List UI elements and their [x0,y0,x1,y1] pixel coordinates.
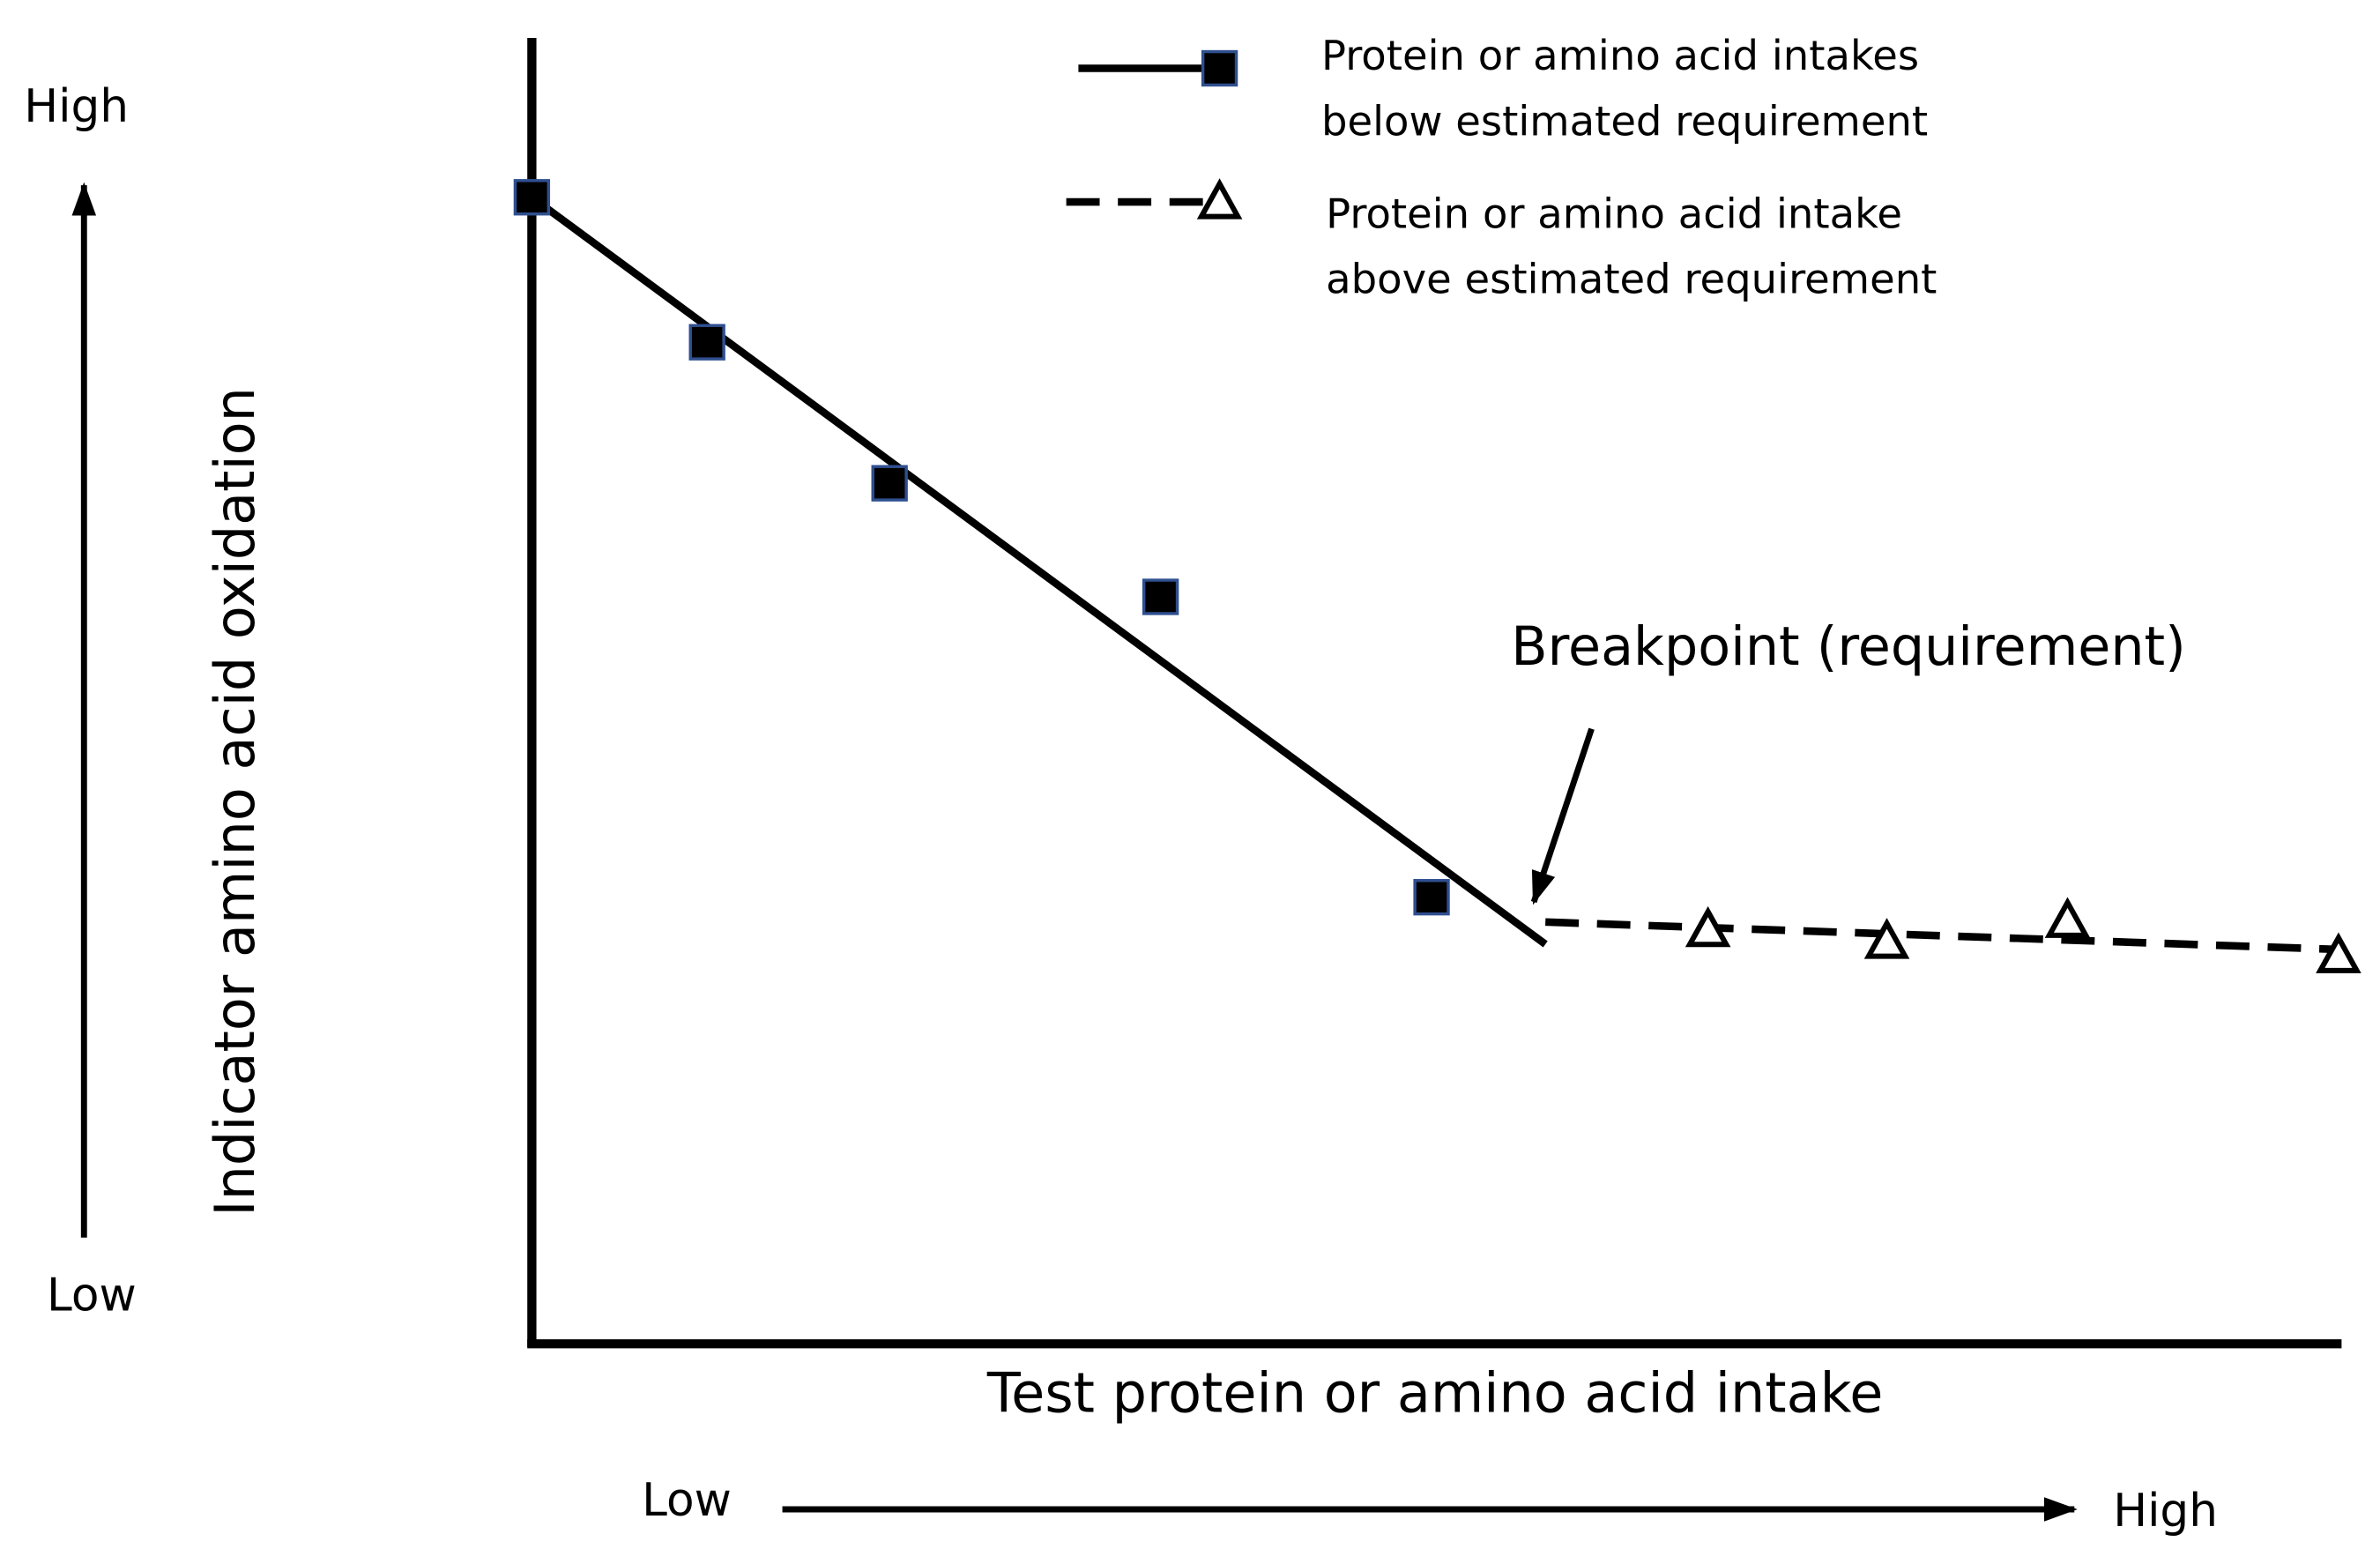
point [2044,897,2091,938]
legend-label: Protein or amino acid intakes below esti… [1320,33,1929,146]
fit-line [529,194,1548,948]
x-high-label: High [2113,1485,2218,1538]
point [871,465,908,502]
point [2316,932,2361,973]
point [513,179,551,216]
x-low-label: Low [642,1474,732,1527]
legend-label: Protein or amino acid intake above estim… [1326,191,1937,304]
fit-line [1545,918,2339,954]
point [1413,879,1450,916]
point [1142,578,1179,615]
legend-entry: Protein or amino acid intakes below esti… [1320,33,1929,146]
y-axis-title: Indicator amino acid oxidation [203,387,267,1217]
point [1863,918,1910,959]
point [1685,905,1731,948]
legend: Protein or amino acid intakes below esti… [1066,33,1937,304]
x-axis-title: Test protein or amino acid intake [986,1361,1884,1426]
y-low-label: Low [47,1270,137,1322]
annotation-arrow [1530,727,1595,905]
y-high-label: High [24,80,129,133]
legend-marker [1196,178,1243,220]
legend-entry: Protein or amino acid intake above estim… [1326,191,1937,304]
annotation: Breakpoint (requirement) [1511,616,2185,678]
legend-marker [1201,49,1238,87]
point [688,324,725,361]
